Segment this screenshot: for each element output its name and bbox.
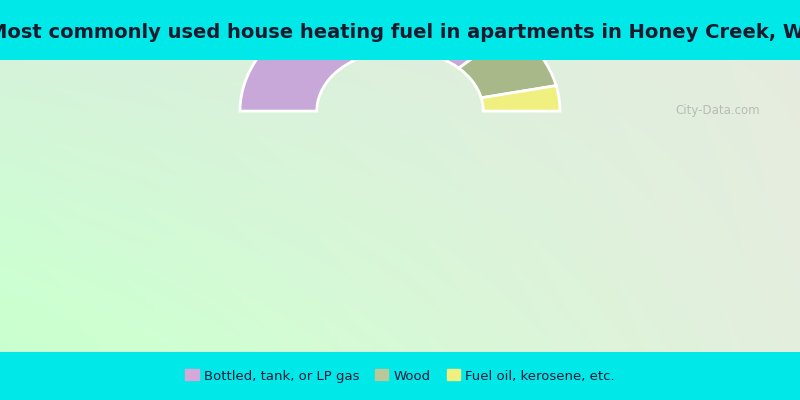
Legend: Bottled, tank, or LP gas, Wood, Fuel oil, kerosene, etc.: Bottled, tank, or LP gas, Wood, Fuel oil… — [186, 370, 614, 382]
Wedge shape — [481, 86, 560, 111]
Wedge shape — [459, 28, 556, 98]
Text: Most commonly used house heating fuel in apartments in Honey Creek, WI: Most commonly used house heating fuel in… — [0, 24, 800, 42]
Text: City-Data.com: City-Data.com — [675, 104, 760, 117]
Wedge shape — [240, 0, 513, 111]
